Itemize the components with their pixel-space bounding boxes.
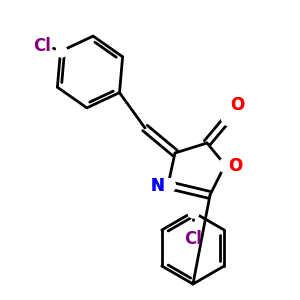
Text: N: N (150, 177, 164, 195)
Text: O: O (230, 96, 244, 114)
Text: Cl: Cl (33, 38, 50, 56)
Text: O: O (228, 157, 242, 175)
Text: Cl: Cl (184, 230, 202, 248)
Text: O: O (228, 157, 242, 175)
Text: N: N (150, 177, 164, 195)
Text: O: O (230, 96, 244, 114)
